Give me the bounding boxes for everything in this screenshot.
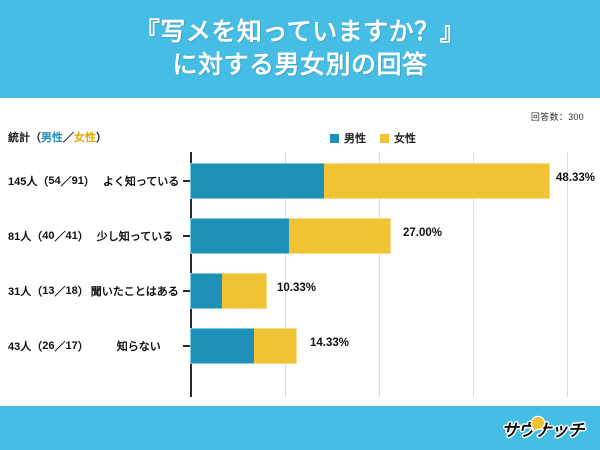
axis-tick — [183, 345, 190, 347]
brand-logo-text: サウナッチ — [501, 420, 585, 440]
stacked-bar[interactable] — [190, 328, 297, 364]
stacked-bar[interactable] — [190, 273, 267, 309]
row-paren-open: （ — [31, 340, 43, 353]
row-paren-open: （ — [31, 230, 43, 243]
stacked-bar[interactable] — [190, 163, 550, 199]
stat-legend-header: 統計（男性／女性） — [8, 129, 107, 145]
axis-tick — [183, 290, 190, 292]
row-paren-open: （ — [31, 285, 43, 298]
stat-header-male: 男性 — [41, 132, 63, 144]
chart-row: 31人（13 ／ 18） 聞いたことはある 10.33% — [0, 264, 600, 317]
chart-row: 145人（54 ／ 91） よく知っている 48.33% — [0, 154, 600, 207]
bar-segment-female[interactable] — [254, 328, 297, 364]
row-slash: ／ — [54, 285, 66, 298]
row-male-count: 26 — [42, 339, 55, 352]
row-total-count: 145人 — [8, 175, 38, 188]
gridline — [379, 152, 380, 397]
row-label-group: 81人（40 ／ 41） 少し知っている — [0, 209, 178, 262]
row-slash: ／ — [54, 230, 66, 243]
stat-header-prefix: 統計（ — [8, 132, 41, 144]
row-slash: ／ — [60, 175, 72, 188]
row-category-label: よく知っている — [102, 175, 180, 188]
legend-label-female: 女性 — [394, 133, 416, 145]
bar-segment-male[interactable] — [190, 273, 222, 309]
legend-label-male: 男性 — [344, 133, 366, 145]
page-title-line1: 『写メを知っていますか？』 — [134, 18, 466, 46]
row-category-label: 知らない — [116, 340, 161, 353]
row-male-count: 54 — [48, 174, 61, 187]
title-banner: 『写メを知っていますか？』 に対する男女別の回答 — [0, 0, 600, 98]
row-female-count: 41 — [65, 229, 78, 242]
row-total-count: 31人 — [8, 285, 32, 298]
bar-value-label: 10.33% — [277, 282, 317, 294]
gridline — [567, 152, 568, 397]
row-category-label: 聞いたことはある — [90, 285, 179, 298]
bar-segment-female[interactable] — [289, 218, 391, 254]
chart-row: 43人（26 ／ 17） 知らない 14.33% — [0, 319, 600, 372]
stat-header-female: 女性 — [74, 132, 96, 144]
row-female-count: 91 — [71, 174, 84, 187]
row-female-count: 17 — [65, 339, 78, 352]
chart-row: 81人（40 ／ 41） 少し知っている 27.00% — [0, 209, 600, 262]
row-slash: ／ — [54, 340, 66, 353]
gridline — [473, 152, 474, 397]
row-paren-close: ） — [77, 285, 89, 298]
row-paren-close: ） — [77, 230, 89, 243]
bar-segment-male[interactable] — [190, 163, 324, 199]
bar-segment-female[interactable] — [324, 163, 550, 199]
page-title-line2: に対する男女別の回答 — [172, 51, 428, 79]
stat-header-suffix: ） — [96, 132, 107, 144]
row-male-count: 13 — [42, 284, 55, 297]
footer-bar: サウナッチ — [0, 406, 600, 450]
row-total-count: 43人 — [8, 340, 32, 353]
bar-segment-male[interactable] — [190, 328, 254, 364]
plot-area: 145人（54 ／ 91） よく知っている 48.33% 81人（40 ／ 41） 少し… — [0, 152, 600, 402]
row-male-count: 40 — [42, 229, 55, 242]
axis-tick — [183, 180, 190, 182]
row-label-group: 31人（13 ／ 18） 聞いたことはある — [0, 264, 179, 317]
gridline — [285, 152, 286, 397]
stat-header-separator: ／ — [63, 132, 74, 144]
row-total-count: 81人 — [8, 230, 32, 243]
row-category-label: 少し知っている — [96, 230, 174, 243]
stacked-bar[interactable] — [190, 218, 391, 254]
row-paren-close: ） — [83, 175, 95, 188]
legend-swatch-female-icon — [380, 133, 389, 143]
bar-segment-female[interactable] — [222, 273, 267, 309]
legend-swatch-male-icon — [330, 133, 339, 143]
row-label-group: 145人（54 ／ 91） よく知っている — [0, 154, 180, 207]
header-divider — [0, 98, 600, 100]
legend-item-female[interactable]: 女性 — [380, 130, 416, 146]
row-female-count: 18 — [65, 284, 78, 297]
bar-value-label: 27.00% — [403, 227, 443, 239]
bar-value-label: 14.33% — [310, 337, 350, 349]
bar-segment-male[interactable] — [190, 218, 289, 254]
respondent-count-label: 回答数：300 — [530, 112, 584, 122]
chart-card: 回答数：300 統計（男性／女性） 男性 女性 145人（54 ／ 91） よく知っ… — [0, 100, 600, 406]
axis-tick — [183, 235, 190, 237]
row-paren-close: ） — [77, 340, 89, 353]
bar-value-label: 48.33% — [556, 172, 596, 184]
row-label-group: 43人（26 ／ 17） 知らない — [0, 319, 178, 372]
chart-legend: 男性 女性 — [330, 130, 416, 146]
brand-logo[interactable]: サウナッチ — [494, 414, 593, 442]
row-paren-open: （ — [37, 175, 49, 188]
legend-item-male[interactable]: 男性 — [330, 130, 366, 146]
